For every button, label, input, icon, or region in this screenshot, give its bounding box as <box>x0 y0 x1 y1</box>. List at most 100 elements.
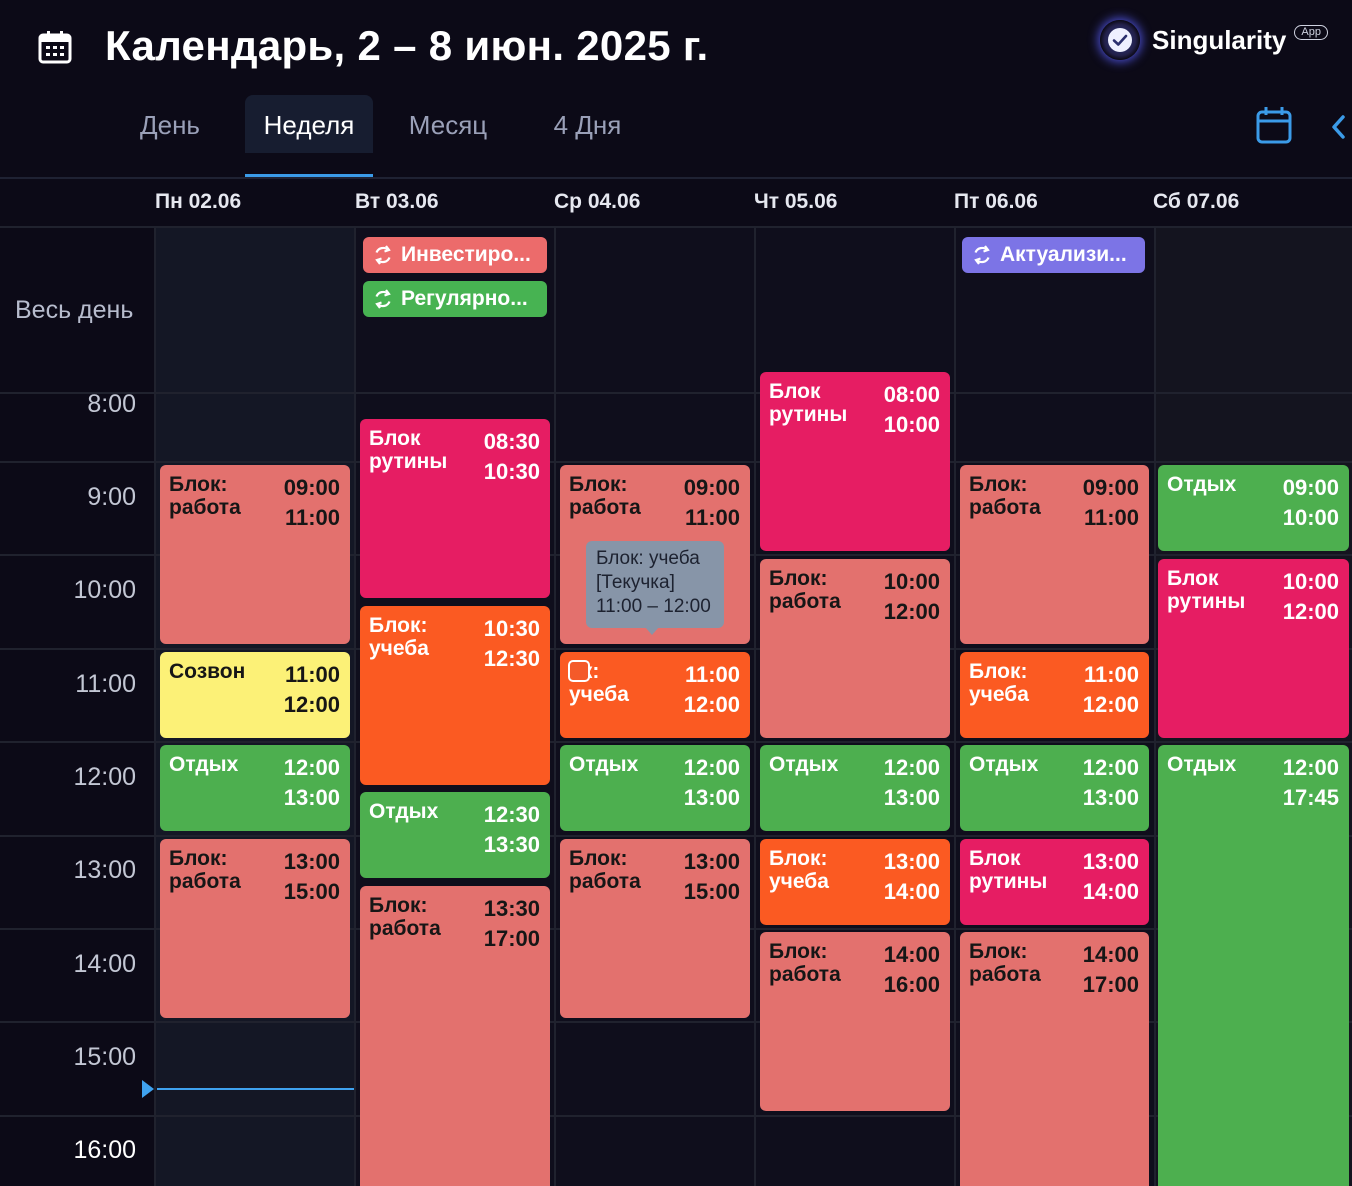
event-title: Блок рутины <box>769 380 848 426</box>
day-header-wed[interactable]: Ср 04.06 <box>554 190 641 213</box>
hour-label: 14:00 <box>73 950 136 978</box>
day-header-tue[interactable]: Вт 03.06 <box>355 190 439 213</box>
event-start: 09:00 <box>1082 475 1139 500</box>
event-start: 12:00 <box>1082 755 1139 780</box>
event-rest[interactable]: Отдых 12:00 13:00 <box>760 745 950 831</box>
all-day-label: Весь день <box>15 296 134 324</box>
grid-line <box>0 1021 1352 1023</box>
event-end: 13:00 <box>1082 785 1139 810</box>
date-picker-icon[interactable] <box>1256 106 1292 144</box>
event-end: 10:00 <box>883 412 940 437</box>
event-rest[interactable]: Отдых 12:30 13:30 <box>360 792 550 878</box>
event-start: 14:00 <box>883 942 940 967</box>
event-title: Блок: работа <box>569 847 641 893</box>
event-block-study[interactable]: Блок: учеба 11:00 12:00 <box>960 652 1149 738</box>
event-rest[interactable]: Отдых 09:00 10:00 <box>1158 465 1349 551</box>
tooltip-tag: [Текучка] <box>596 572 675 593</box>
event-block-work[interactable]: Блок: работа 13:00 15:00 <box>160 839 350 1018</box>
event-start: 12:00 <box>1282 755 1339 780</box>
active-tab-indicator <box>245 174 373 177</box>
event-end: 14:00 <box>1082 879 1139 904</box>
hour-label: 12:00 <box>73 763 136 791</box>
event-end: 10:00 <box>1282 505 1339 530</box>
event-block-routine[interactable]: Блок рутины 13:00 14:00 <box>960 839 1149 925</box>
day-header-fri[interactable]: Пт 06.06 <box>954 190 1038 213</box>
day-header-sat[interactable]: Сб 07.06 <box>1153 190 1240 213</box>
event-title: Блок: работа <box>569 473 641 519</box>
event-title: Отдых <box>1167 473 1237 496</box>
grid-line <box>0 835 1352 837</box>
event-block-work[interactable]: Блок: работа 14:00 16:00 <box>760 932 950 1111</box>
event-block-study[interactable]: Блок: учеба 10:30 12:30 <box>360 606 550 785</box>
all-day-event-invest[interactable]: Инвестиро... <box>363 237 547 273</box>
event-complete-checkbox[interactable] <box>568 660 590 682</box>
event-rest[interactable]: Отдых 12:00 13:00 <box>560 745 750 831</box>
event-end: 12:30 <box>483 646 540 671</box>
tab-week[interactable]: Неделя <box>245 95 373 153</box>
event-end: 14:00 <box>883 879 940 904</box>
event-call[interactable]: Созвон 11:00 12:00 <box>160 652 350 738</box>
event-title: Блок рутины <box>969 847 1048 893</box>
event-block-work[interactable]: Блок: работа 13:30 17:00 <box>360 886 550 1186</box>
grid-column-line <box>554 226 556 1186</box>
event-start: 13:00 <box>1082 849 1139 874</box>
calendar-icon <box>38 30 72 64</box>
hour-label: 13:00 <box>73 856 136 884</box>
event-rest[interactable]: Отдых 12:00 17:45 <box>1158 745 1349 1186</box>
event-end: 12:00 <box>1082 692 1139 717</box>
event-title: Блок: работа <box>969 473 1041 519</box>
hour-label: 9:00 <box>87 483 136 511</box>
all-day-event-title: Актуализи... <box>1000 243 1127 266</box>
event-block-study[interactable]: Блок: учеба 13:00 14:00 <box>760 839 950 925</box>
all-day-event-title: Регулярно... <box>401 287 528 310</box>
event-start: 13:30 <box>483 896 540 921</box>
event-start: 08:00 <box>883 382 940 407</box>
grid-column-line <box>954 226 956 1186</box>
event-block-routine[interactable]: Блок рутины 10:00 12:00 <box>1158 559 1349 738</box>
current-time-marker-icon <box>142 1080 154 1098</box>
tab-month[interactable]: Месяц <box>408 110 488 140</box>
hour-label: 8:00 <box>87 390 136 418</box>
event-title: Созвон <box>169 660 246 683</box>
event-title: Блок: работа <box>169 847 241 893</box>
tab-day[interactable]: День <box>140 110 200 140</box>
day-header-mon[interactable]: Пн 02.06 <box>155 190 242 213</box>
event-block-work[interactable]: Блок: работа 09:00 11:00 <box>960 465 1149 644</box>
event-block-work[interactable]: Блок: работа 09:00 11:00 <box>160 465 350 644</box>
event-start: 12:00 <box>283 755 340 780</box>
day-header-thu[interactable]: Чт 05.06 <box>754 190 838 213</box>
event-block-work[interactable]: Блок: работа 13:00 15:00 <box>560 839 750 1018</box>
all-day-event-regular[interactable]: Регулярно... <box>363 281 547 317</box>
repeat-icon <box>974 245 990 265</box>
event-start: 12:00 <box>683 755 740 780</box>
event-title: Блок: работа <box>169 473 241 519</box>
chevron-left-icon[interactable] <box>1328 110 1348 144</box>
brand: Singularity App <box>1100 18 1328 62</box>
all-day-event-title: Инвестиро... <box>401 243 531 266</box>
event-title: Блок: работа <box>769 567 841 613</box>
event-rest[interactable]: Отдых 12:00 13:00 <box>960 745 1149 831</box>
event-block-work[interactable]: Блок: работа 10:00 12:00 <box>760 559 950 738</box>
event-title: Отдых <box>169 753 239 776</box>
event-rest[interactable]: Отдых 12:00 13:00 <box>160 745 350 831</box>
event-end: 12:00 <box>683 692 740 717</box>
grid-column-line <box>754 226 756 1186</box>
event-start: 11:00 <box>284 662 340 687</box>
event-end: 12:00 <box>283 692 340 717</box>
event-title: Отдых <box>969 753 1039 776</box>
event-title: Отдых <box>769 753 839 776</box>
event-block-routine[interactable]: Блок рутины 08:00 10:00 <box>760 372 950 551</box>
event-block-routine[interactable]: Блок рутины 08:30 10:30 <box>360 419 550 598</box>
event-start: 10:00 <box>883 569 940 594</box>
event-end: 15:00 <box>283 879 340 904</box>
event-block-work[interactable]: Блок: работа 14:00 17:00 <box>960 932 1149 1186</box>
event-start: 10:00 <box>1282 569 1339 594</box>
grid-column-line <box>354 226 356 1186</box>
event-start: 13:00 <box>883 849 940 874</box>
singularity-logo-icon <box>1100 20 1140 60</box>
event-end: 17:00 <box>1082 972 1139 997</box>
event-start: 12:30 <box>483 802 540 827</box>
tab-4-days[interactable]: 4 Дня <box>553 110 622 140</box>
all-day-event-actualize[interactable]: Актуализи... <box>962 237 1145 273</box>
grid-line <box>0 648 1352 650</box>
